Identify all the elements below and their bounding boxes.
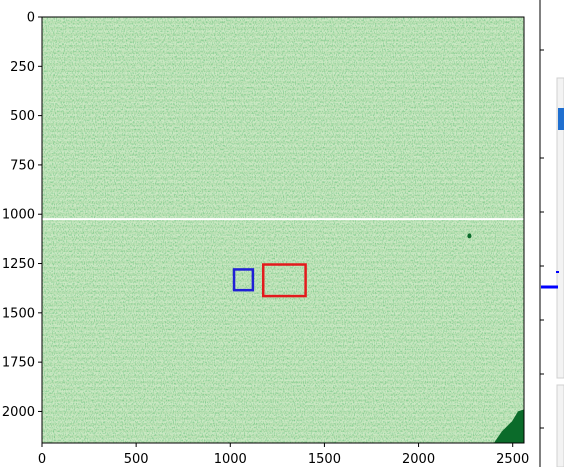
- right-plot-panel-upper: [556, 77, 564, 379]
- x-tick-label: 2500: [496, 452, 529, 467]
- heatmap-gap-row: [42, 218, 524, 221]
- x-tick-label: 1500: [308, 452, 341, 467]
- y-axis: 0 250 500 750 1000 1250 1500 1750 2000: [2, 11, 42, 420]
- y-tick-label: 500: [10, 109, 35, 124]
- heatmap-noise: [42, 17, 524, 443]
- y-tick-label: 1750: [2, 356, 35, 371]
- x-axis: 0 500 1000 1500 2000 2500: [38, 443, 529, 467]
- y-tick-label: 1500: [2, 306, 35, 321]
- x-tick-label: 0: [38, 452, 46, 467]
- y-tick-label: 0: [27, 11, 35, 26]
- right-partial-plot: [539, 0, 564, 467]
- y-tick-label: 250: [10, 60, 35, 75]
- right-plot-blue-marker: [558, 108, 564, 130]
- y-tick-label: 2000: [2, 405, 35, 420]
- heatmap-panel: 0 500 1000 1500 2000 2500 0 250 500 750 1000 1250 1…: [2, 11, 529, 467]
- y-tick-label: 750: [10, 158, 35, 173]
- red-annotation-box: [261, 263, 307, 298]
- y-tick-label: 1000: [2, 208, 35, 223]
- right-plot-ticks: [540, 49, 544, 429]
- x-tick-label: 1000: [214, 452, 247, 467]
- right-plot-panel-lower: [556, 384, 564, 467]
- heatmap-dark-corner: [493, 409, 524, 443]
- x-tick-label: 2000: [402, 452, 435, 467]
- heatmap-frame: [41, 16, 525, 444]
- blue-annotation-box: [232, 268, 255, 292]
- heatmap-dark-spot: [467, 233, 472, 239]
- x-tick-label: 500: [124, 452, 149, 467]
- y-tick-label: 1250: [2, 257, 35, 272]
